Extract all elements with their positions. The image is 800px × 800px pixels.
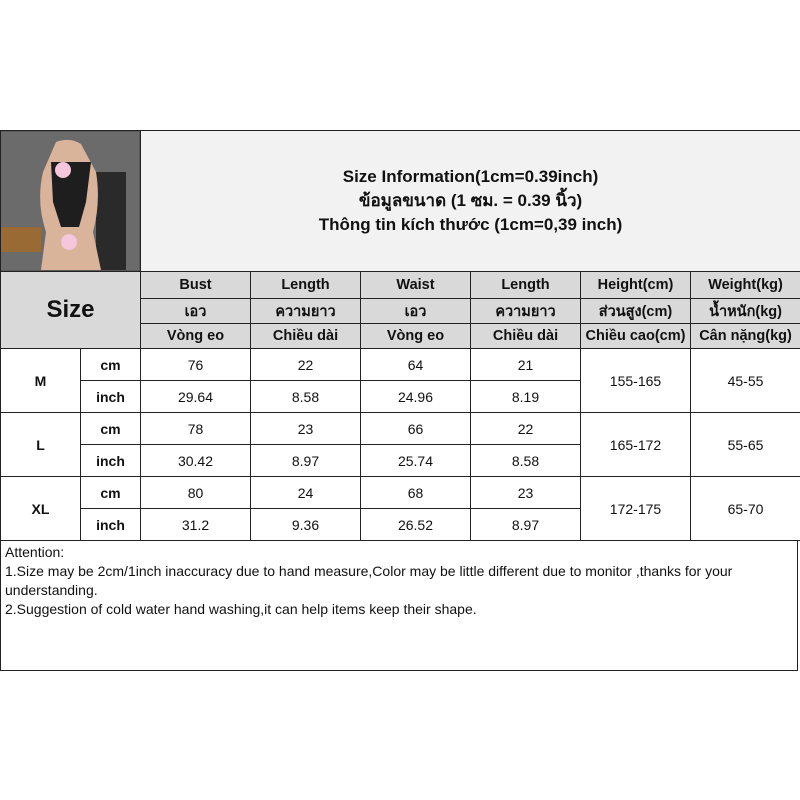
measure-cell: 21 [470, 348, 581, 381]
measure-cell: 66 [360, 412, 471, 445]
col-header-vi: Chiều dài [250, 323, 361, 349]
measure-cell: 68 [360, 476, 471, 509]
measure-cell: 26.52 [360, 508, 471, 541]
col-header-th: ความยาว [250, 298, 361, 324]
size-header: Size [0, 271, 141, 349]
measure-cell: 78 [140, 412, 251, 445]
weight-cell: 45-55 [689, 348, 800, 413]
unit-label: inch [80, 444, 141, 477]
size-chart: Size Information(1cm=0.39inch) ข้อมูลขนา… [0, 130, 800, 671]
measure-cell: 23 [250, 412, 361, 445]
table-row: inch 29.64 8.58 24.96 8.19 [1, 380, 800, 413]
title-th: ข้อมูลขนาด (1 ซม. = 0.39 นิ้ว) [358, 191, 583, 210]
measure-cell: 8.58 [250, 380, 361, 413]
col-header-th: ความยาว [470, 298, 581, 324]
weight-cell: 65-70 [689, 476, 800, 541]
measure-cell: 9.36 [250, 508, 361, 541]
size-table: Size Information(1cm=0.39inch) ข้อมูลขนา… [0, 130, 800, 541]
measure-cell: 29.64 [140, 380, 251, 413]
measure-cell: 8.97 [470, 508, 581, 541]
measure-cell: 30.42 [140, 444, 251, 477]
measure-cell: 22 [470, 412, 581, 445]
col-header-en: Bust [140, 271, 251, 299]
measure-cell: 8.97 [250, 444, 361, 477]
height-cell: 165-172 [580, 412, 691, 477]
col-header-vi: Vòng eo [360, 323, 471, 349]
col-header-th: น้ำหนัก(kg) [689, 298, 800, 324]
table-row: inch 31.2 9.36 26.52 8.97 [1, 508, 800, 541]
size-label: XL [0, 476, 81, 541]
measure-cell: 64 [360, 348, 471, 381]
col-header-vi: Chiều dài [470, 323, 581, 349]
table-row: inch 30.42 8.97 25.74 8.58 [1, 444, 800, 477]
title-vi: Thông tin kích thước (1cm=0,39 inch) [318, 215, 623, 234]
measure-cell: 80 [140, 476, 251, 509]
height-cell: 155-165 [580, 348, 691, 413]
attention-line: 1.Size may be 2cm/1inch inaccuracy due t… [5, 563, 733, 598]
product-photo [0, 130, 141, 272]
col-header-en: Weight(kg) [689, 271, 800, 299]
measure-cell: 23 [470, 476, 581, 509]
height-cell: 172-175 [580, 476, 691, 541]
measure-cell: 31.2 [140, 508, 251, 541]
measure-cell: 76 [140, 348, 251, 381]
unit-label: inch [80, 508, 141, 541]
size-label: L [0, 412, 81, 477]
unit-label: cm [80, 348, 141, 381]
col-header-th: เอว [140, 298, 251, 324]
attention-note: Attention: 1.Size may be 2cm/1inch inacc… [0, 541, 798, 671]
title-cell: Size Information(1cm=0.39inch) ข้อมูลขนา… [139, 130, 800, 272]
col-header-en: Length [250, 271, 361, 299]
table-row: XL cm 80 24 68 23 172-175 65-70 [0, 476, 800, 541]
col-header-en: Length [470, 271, 581, 299]
title-en: Size Information(1cm=0.39inch) [342, 167, 599, 186]
weight-cell: 55-65 [689, 412, 800, 477]
col-header-th: ส่วนสูง(cm) [580, 298, 691, 324]
measure-cell: 25.74 [360, 444, 471, 477]
col-header-en: Height(cm) [580, 271, 691, 299]
col-header-en: Waist [360, 271, 471, 299]
measure-cell: 8.19 [470, 380, 581, 413]
col-header-vi: Chiều cao(cm) [580, 323, 691, 349]
measure-cell: 22 [250, 348, 361, 381]
size-label: M [0, 348, 81, 413]
col-header-th: เอว [360, 298, 471, 324]
measure-cell: 8.58 [470, 444, 581, 477]
attention-line: 2.Suggestion of cold water hand washing,… [5, 601, 477, 617]
measure-cell: 24.96 [360, 380, 471, 413]
measure-cell: 24 [250, 476, 361, 509]
unit-label: inch [80, 380, 141, 413]
attention-heading: Attention: [5, 544, 65, 560]
col-header-vi: Cân nặng(kg) [689, 323, 800, 349]
unit-label: cm [80, 476, 141, 509]
col-header-vi: Vòng eo [140, 323, 251, 349]
unit-label: cm [80, 412, 141, 445]
